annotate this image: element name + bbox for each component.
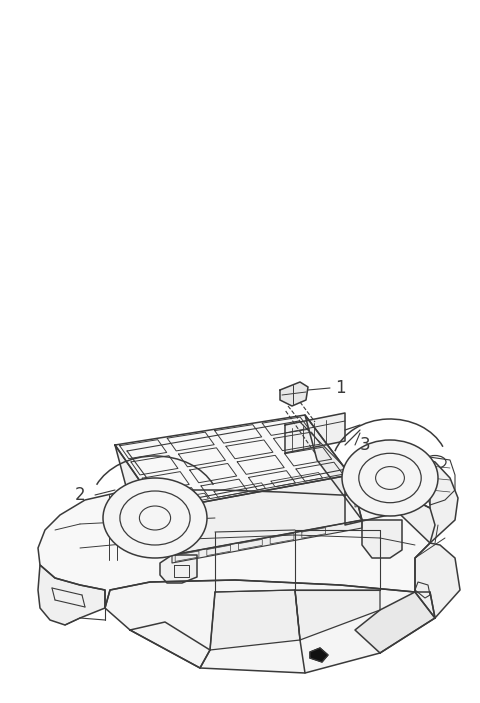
Polygon shape [38,565,105,625]
Polygon shape [115,445,172,555]
Polygon shape [160,475,362,555]
Polygon shape [355,592,435,653]
Ellipse shape [103,478,207,558]
Polygon shape [210,590,300,650]
Polygon shape [295,590,380,640]
Polygon shape [280,382,308,406]
Polygon shape [105,580,435,673]
Polygon shape [362,520,402,558]
Text: 3: 3 [360,436,371,454]
Polygon shape [305,415,362,520]
Polygon shape [375,453,458,543]
Text: 1: 1 [335,379,346,397]
Ellipse shape [342,440,438,516]
Polygon shape [115,415,350,510]
Polygon shape [38,490,435,608]
Polygon shape [345,460,410,525]
Polygon shape [172,520,362,563]
Polygon shape [160,555,197,583]
Text: 2: 2 [74,486,85,504]
Polygon shape [310,648,328,662]
Polygon shape [285,413,345,453]
Polygon shape [415,543,460,618]
